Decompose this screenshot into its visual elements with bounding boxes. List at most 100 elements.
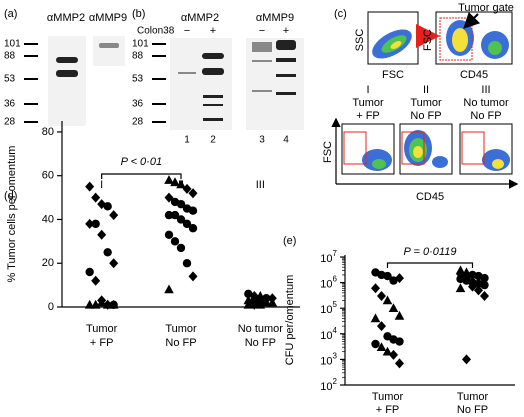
gate	[461, 131, 485, 165]
x-tick-label: Tumor	[372, 391, 404, 403]
gate-label: Tumor gate	[458, 2, 514, 14]
y-tick-base: 10	[320, 304, 332, 316]
x-tick-label: Tumor	[457, 391, 489, 403]
mw-label: 28	[132, 117, 144, 128]
band	[252, 90, 272, 92]
axis-label: FSC	[382, 69, 404, 81]
band	[276, 74, 296, 77]
band	[203, 104, 223, 106]
point	[462, 272, 471, 283]
band	[276, 58, 296, 62]
annotation: P < 0·01	[121, 156, 162, 168]
point	[388, 303, 399, 313]
point	[468, 281, 477, 292]
group-label: No tumor	[463, 97, 509, 109]
group-roman: II	[423, 84, 429, 96]
panel-a: (a) αMMP2 αMMP9 101 88 53 36 28	[4, 8, 127, 128]
mw-label: 36	[4, 99, 16, 110]
band	[202, 53, 224, 59]
axis-label: SSC	[354, 29, 366, 52]
band	[202, 68, 224, 75]
point	[176, 179, 186, 189]
point	[371, 283, 380, 294]
y-tick-exp: 5	[333, 300, 338, 309]
point	[164, 175, 174, 184]
gate	[439, 17, 473, 61]
x-tick-label: Tumor	[86, 323, 118, 335]
band	[203, 118, 223, 121]
y-tick-label: 102	[320, 377, 337, 393]
x-tick-label: No FP	[165, 337, 196, 349]
point	[102, 299, 113, 309]
point	[243, 299, 254, 309]
group-roman: I	[100, 179, 103, 191]
point	[389, 349, 398, 360]
sign: +	[283, 25, 289, 37]
point	[170, 177, 180, 187]
point	[96, 297, 107, 307]
group-label: No FP	[410, 110, 441, 122]
panel-label: (e)	[283, 235, 296, 247]
point	[176, 243, 186, 253]
point	[91, 192, 101, 203]
gate	[401, 131, 425, 165]
blot	[48, 36, 86, 126]
point	[85, 267, 94, 277]
point	[176, 199, 186, 209]
mw-ticks	[24, 43, 38, 123]
mw-label: 53	[132, 74, 144, 85]
band	[252, 42, 272, 52]
point	[267, 297, 278, 307]
y-tick-exp: 4	[333, 326, 338, 335]
sign: −	[184, 25, 190, 37]
x-tick-label: No tumor	[238, 323, 284, 335]
y-tick-base: 10	[320, 279, 332, 291]
panel-label: (c)	[334, 8, 347, 20]
point	[474, 285, 483, 296]
y-tick-exp: 3	[333, 352, 338, 361]
point	[109, 210, 119, 221]
flow-density	[488, 41, 502, 55]
group-label: Tumor	[352, 97, 384, 109]
blot	[93, 36, 125, 66]
point	[188, 206, 198, 215]
band	[56, 70, 78, 77]
y-axis-label: % Tumor cells per omentum	[6, 146, 18, 283]
band	[276, 40, 296, 50]
y-tick-label: 40	[42, 213, 54, 225]
antibody-label: αMMP2	[47, 12, 85, 24]
point	[382, 346, 393, 356]
point	[376, 342, 387, 351]
point	[395, 337, 404, 346]
point	[455, 283, 466, 293]
point	[182, 259, 192, 268]
lane-label: 2	[210, 135, 216, 146]
lane-label: 1	[184, 135, 190, 146]
point	[382, 295, 393, 305]
treatment-label: Colon38	[137, 26, 175, 37]
group-roman: III	[256, 179, 265, 191]
panel-label: (a)	[4, 8, 17, 20]
flow-density	[492, 159, 504, 169]
flow-density	[432, 156, 448, 168]
mw-label: 53	[4, 74, 16, 85]
point	[395, 273, 404, 284]
sign: −	[259, 25, 265, 37]
point	[249, 299, 259, 310]
point	[97, 229, 107, 240]
point	[377, 291, 386, 302]
mw-label: 28	[4, 117, 16, 128]
flow-density	[413, 146, 423, 158]
x-tick-label: No FP	[245, 337, 276, 349]
point	[462, 354, 471, 365]
point	[188, 271, 198, 282]
gate	[343, 131, 367, 165]
x-tick-label: Tumor	[165, 323, 197, 335]
band	[99, 43, 119, 48]
antibody-label: αMMP2	[181, 12, 219, 24]
panel-b: (b) αMMP2 αMMP9 Colon38 − + − + 101 88 5…	[132, 8, 304, 146]
band	[203, 95, 223, 98]
point	[188, 188, 198, 199]
point	[164, 210, 174, 220]
x-tick-label: + FP	[90, 337, 114, 349]
